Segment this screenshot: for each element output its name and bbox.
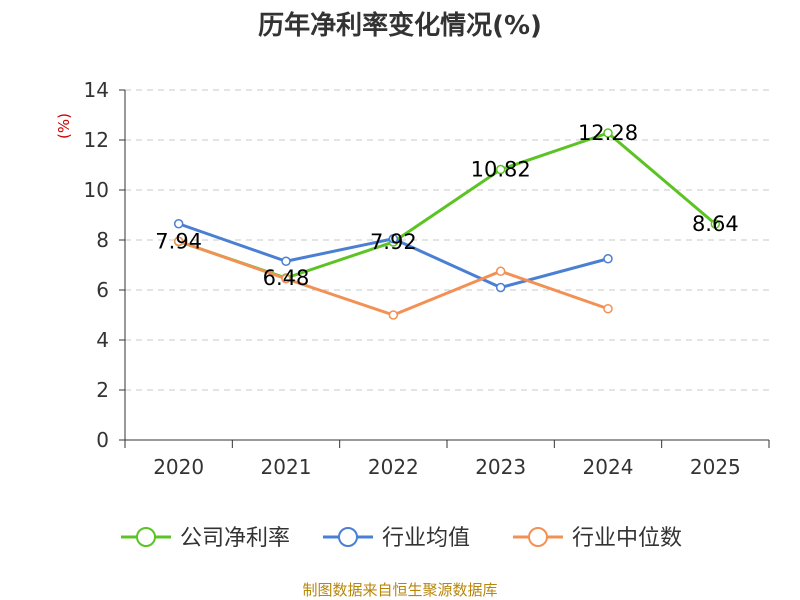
data-label-0-2024: 12.28	[578, 121, 638, 145]
point-0-2023[interactable]	[495, 164, 506, 175]
point-0-2025[interactable]	[710, 219, 721, 229]
legend-swatch-marker-2	[528, 527, 548, 547]
point-2-2022[interactable]	[388, 310, 399, 320]
source-note: 制图数据来自恒生聚源数据库	[302, 581, 497, 599]
x-tick-label-2024: 2024	[583, 455, 634, 479]
data-label-0-2020: 7.94	[155, 230, 202, 254]
point-2-2020[interactable]	[173, 236, 184, 246]
point-1-2021[interactable]	[281, 256, 291, 266]
legend-item-1[interactable]: 行业均值	[323, 526, 470, 551]
y-tick-label-4: 8	[96, 228, 109, 252]
point-2-2024[interactable]	[603, 304, 613, 314]
point-1-2023[interactable]	[495, 282, 506, 293]
point-2-2023[interactable]	[495, 266, 506, 276]
axes: 0 2 4 6 8 10 12 14 2020 2021 2022 2023 2024 2025	[84, 78, 770, 479]
series-group	[173, 128, 721, 320]
y-tick-label-7: 14	[84, 78, 109, 102]
y-tick-label-3: 6	[96, 278, 109, 302]
y-tick-label-0: 0	[96, 428, 109, 452]
x-tick-label-2020: 2020	[153, 455, 204, 479]
data-label-0-2023: 10.82	[471, 158, 531, 182]
y-tick-label-2: 4	[96, 328, 109, 352]
x-tick-label-2022: 2022	[368, 455, 419, 479]
x-tick-label-2023: 2023	[475, 455, 526, 479]
x-tick-label-2025: 2025	[690, 455, 741, 479]
point-1-2020[interactable]	[173, 219, 184, 229]
legend-swatch-marker-0	[136, 527, 156, 547]
gridlines	[125, 89, 769, 391]
series-line-0	[178, 131, 717, 280]
legend-label-2: 行业中位数	[572, 526, 682, 551]
data-labels: 7.94 6.48 7.92 10.82 12.28 8.64	[155, 121, 738, 290]
point-1-2022[interactable]	[388, 234, 399, 244]
y-tick-label-6: 12	[84, 128, 109, 152]
y-tick-label-1: 2	[96, 378, 109, 402]
legend-item-2[interactable]: 行业中位数	[513, 526, 682, 551]
legend-item-0[interactable]: 公司净利率	[121, 526, 290, 551]
data-label-0-2022: 7.92	[370, 230, 417, 254]
legend-label-1: 行业均值	[382, 526, 470, 551]
point-0-2024[interactable]	[603, 128, 613, 138]
point-2-2021[interactable]	[281, 274, 291, 284]
chart-title: 历年净利率变化情况(%)	[258, 10, 542, 41]
data-label-0-2021: 6.48	[263, 266, 310, 290]
y-axis-label: (%)	[55, 113, 73, 139]
legend-swatch-marker-1	[338, 527, 358, 547]
y-tick-label-5: 10	[84, 178, 109, 202]
point-1-2024[interactable]	[603, 254, 613, 264]
x-tick-label-2021: 2021	[261, 455, 312, 479]
legend-label-0: 公司净利率	[180, 526, 290, 551]
legend[interactable]: 公司净利率 行业均值 行业中位数	[121, 526, 682, 551]
data-label-0-2025: 8.64	[692, 212, 739, 236]
